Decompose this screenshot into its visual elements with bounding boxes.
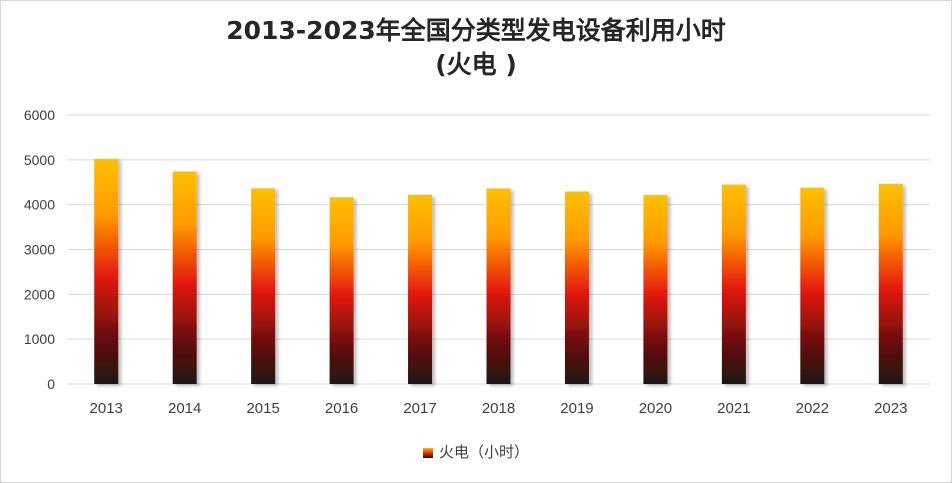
chart-subtitle: (火电 ) <box>435 50 517 79</box>
y-tick-label: 6000 <box>24 107 55 123</box>
bar-2022 <box>800 187 825 384</box>
x-tick-label: 2016 <box>325 400 358 417</box>
bar-2023 <box>878 183 903 384</box>
x-tick-label: 2013 <box>90 400 123 417</box>
x-tick-label: 2022 <box>796 400 829 417</box>
bar-2015 <box>251 188 276 384</box>
bar-2018 <box>486 188 511 384</box>
x-tick-label: 2017 <box>403 400 436 417</box>
y-axis-ticks: 0 1000 2000 3000 4000 5000 6000 <box>24 107 55 392</box>
bar-2014 <box>172 171 197 384</box>
x-tick-label: 2023 <box>874 400 907 417</box>
x-axis-ticks: 2013 2014 2015 2016 2017 2018 2019 2020 2021 2022… <box>90 400 908 417</box>
y-tick-label: 0 <box>47 376 55 392</box>
legend-label: 火电（小时） <box>438 443 529 461</box>
bar-2020 <box>643 194 668 384</box>
bar-2019 <box>564 191 589 384</box>
bars <box>94 158 903 384</box>
y-tick-label: 5000 <box>24 152 55 168</box>
y-tick-label: 4000 <box>24 197 55 213</box>
chart-title: 2013-2023年全国分类型发电设备利用小时 (火电 ) <box>0 14 952 82</box>
x-tick-label: 2015 <box>246 400 279 417</box>
y-tick-label: 3000 <box>24 242 55 258</box>
bar-2013 <box>94 158 119 384</box>
x-tick-label: 2014 <box>168 400 201 417</box>
bar-2017 <box>408 194 433 384</box>
x-tick-label: 2018 <box>482 400 515 417</box>
chart-title-main: 2013-2023年全国分类型发电设备利用小时 <box>226 16 726 45</box>
y-tick-label: 2000 <box>24 286 55 302</box>
bar-2016 <box>329 197 354 384</box>
y-tick-label: 1000 <box>24 331 55 347</box>
x-tick-label: 2020 <box>639 400 672 417</box>
x-tick-label: 2019 <box>560 400 593 417</box>
x-tick-label: 2021 <box>717 400 750 417</box>
bar-2021 <box>721 184 746 384</box>
legend-swatch <box>422 447 433 458</box>
legend: 火电（小时） <box>0 441 952 462</box>
